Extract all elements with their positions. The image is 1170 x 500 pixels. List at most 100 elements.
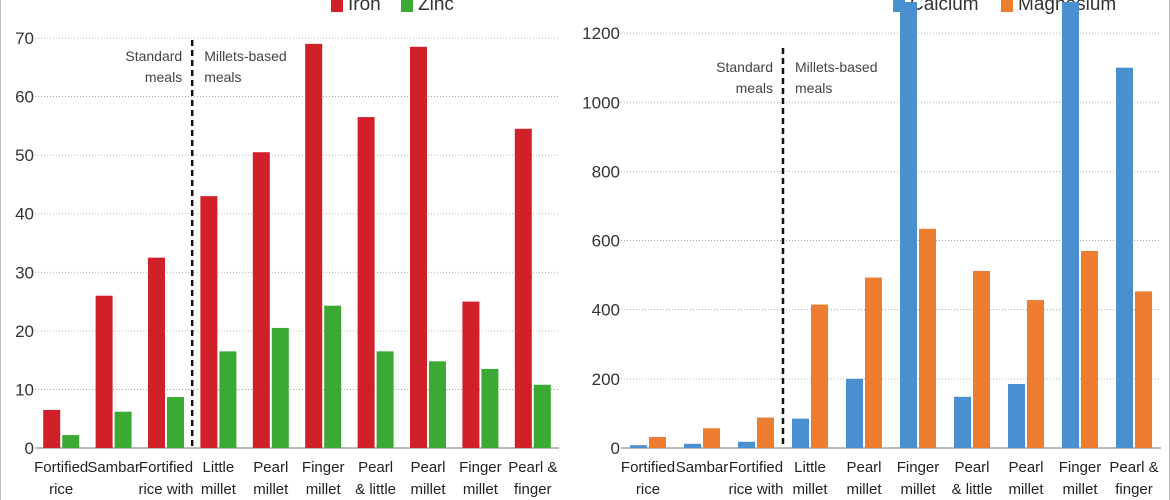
x-tick-label: finger	[1115, 481, 1153, 498]
legend-swatch-zinc	[401, 0, 413, 12]
bar-magnesium	[919, 228, 936, 448]
bar-magnesium	[973, 270, 990, 448]
annotation-millets-based-meals: Millets-based	[204, 48, 286, 64]
annotation-standard-meals: meals	[736, 80, 773, 96]
annotation-millets-based-meals: meals	[795, 80, 832, 96]
bar-iron	[95, 295, 113, 448]
bar-iron	[148, 257, 165, 448]
x-tick-label: millet	[463, 481, 499, 498]
y-tick-label: 200	[592, 370, 620, 389]
x-tick-label: millet	[410, 481, 446, 498]
bar-zinc	[114, 411, 132, 448]
x-tick-label: millet	[1062, 481, 1098, 498]
y-tick-label: 20	[15, 322, 34, 341]
x-tick-label: Finger	[1059, 459, 1102, 476]
y-tick-label: 1000	[582, 93, 620, 112]
x-tick-label: Pearl	[954, 459, 989, 476]
y-tick-label: 800	[592, 162, 620, 181]
bar-zinc	[324, 305, 342, 448]
x-tick-label: Sambar	[87, 459, 140, 476]
bar-calcium	[1116, 67, 1133, 448]
x-tick-label: rice	[636, 481, 660, 498]
y-tick-label: 50	[15, 146, 34, 165]
x-tick-label: rice with	[728, 481, 783, 498]
y-tick-label: 70	[15, 29, 34, 48]
y-tick-label: 60	[15, 88, 34, 107]
y-tick-label: 40	[15, 205, 34, 224]
x-tick-label: millet	[253, 481, 289, 498]
legend-swatch-magnesium	[1001, 0, 1013, 12]
x-tick-label: Pearl	[253, 459, 288, 476]
bar-magnesium	[1135, 291, 1152, 448]
y-tick-label: 600	[592, 232, 620, 251]
iron-zinc-chart-panel: 0 10 20 30 40 50 60 70 Iron Zinc Fortified rice Samb…	[0, 0, 574, 500]
bar-magnesium	[757, 417, 774, 448]
x-tick-label: Sambar	[676, 459, 729, 476]
x-tick-label: finger	[514, 481, 552, 498]
bar-calcium	[630, 445, 647, 448]
bar-calcium	[900, 2, 917, 448]
x-tick-label: Finger	[897, 459, 940, 476]
bar-zinc	[376, 351, 394, 448]
annotation-standard-meals: Standard	[716, 59, 773, 75]
x-tick-label: Pearl	[358, 459, 393, 476]
y-tick-label: 0	[611, 439, 620, 458]
bar-calcium	[738, 441, 755, 448]
bar-calcium	[684, 443, 701, 448]
bar-magnesium	[703, 428, 720, 448]
bar-zinc	[481, 368, 499, 448]
legend-swatch-iron	[331, 0, 343, 12]
calcium-magnesium-chart: 020040060080010001200CalciumMagnesiumFor…	[582, 0, 1161, 498]
bar-iron	[462, 301, 480, 448]
bar-calcium	[1008, 384, 1025, 448]
x-tick-label: & little	[355, 481, 396, 498]
iron-zinc-chart: 0 10 20 30 40 50 60 70 Iron Zinc Fortified rice Samb…	[15, 0, 559, 498]
x-tick-label: Little	[203, 459, 235, 476]
bar-zinc	[62, 435, 80, 448]
panel-gap	[568, 0, 578, 500]
annotation-standard-meals: Standard	[125, 48, 182, 64]
bar-iron	[252, 152, 270, 448]
bar-iron	[514, 128, 532, 449]
bar-zinc	[533, 384, 551, 448]
bar-iron	[357, 117, 375, 449]
bar-magnesium	[811, 304, 828, 448]
bar-magnesium	[865, 277, 882, 448]
bar-zinc	[429, 361, 446, 448]
y-tick-label: 400	[592, 301, 620, 320]
bar-magnesium	[1081, 250, 1098, 448]
x-tick-label: rice with	[138, 481, 193, 498]
annotation-millets-based-meals: meals	[204, 69, 241, 85]
x-tick-label: rice	[49, 481, 73, 498]
annotation-millets-based-meals: Millets-based	[795, 59, 877, 75]
bar-zinc	[219, 351, 237, 448]
x-tick-label: Finger	[302, 459, 345, 476]
y-tick-label: 1200	[582, 24, 620, 43]
calcium-magnesium-chart-panel: 020040060080010001200CalciumMagnesiumFor…	[574, 0, 1170, 500]
x-tick-label: Pearl	[846, 459, 881, 476]
bar-iron	[43, 409, 61, 448]
bar-magnesium	[649, 436, 666, 448]
y-tick-label: 30	[15, 263, 34, 282]
x-tick-label: Little	[794, 459, 826, 476]
y-tick-label: 10	[15, 380, 34, 399]
bar-iron	[305, 43, 323, 448]
bar-zinc	[167, 397, 184, 448]
legend-label-zinc: Zinc	[418, 0, 454, 15]
bar-calcium	[1062, 2, 1079, 448]
bar-iron	[200, 196, 218, 448]
x-tick-label: Fortified	[729, 459, 783, 476]
x-tick-label: Fortified	[34, 459, 88, 476]
bar-calcium	[846, 378, 863, 448]
annotation-standard-meals: meals	[145, 69, 182, 85]
x-tick-label: Finger	[459, 459, 502, 476]
x-tick-label: millet	[846, 481, 882, 498]
bar-calcium	[954, 396, 971, 448]
x-tick-label: millet	[306, 481, 342, 498]
x-tick-label: millet	[1008, 481, 1044, 498]
x-tick-label: millet	[201, 481, 237, 498]
x-tick-label: Pearl	[1008, 459, 1043, 476]
x-tick-label: millet	[900, 481, 936, 498]
x-tick-label: Pearl	[410, 459, 445, 476]
x-tick-label: Pearl &	[508, 459, 557, 476]
